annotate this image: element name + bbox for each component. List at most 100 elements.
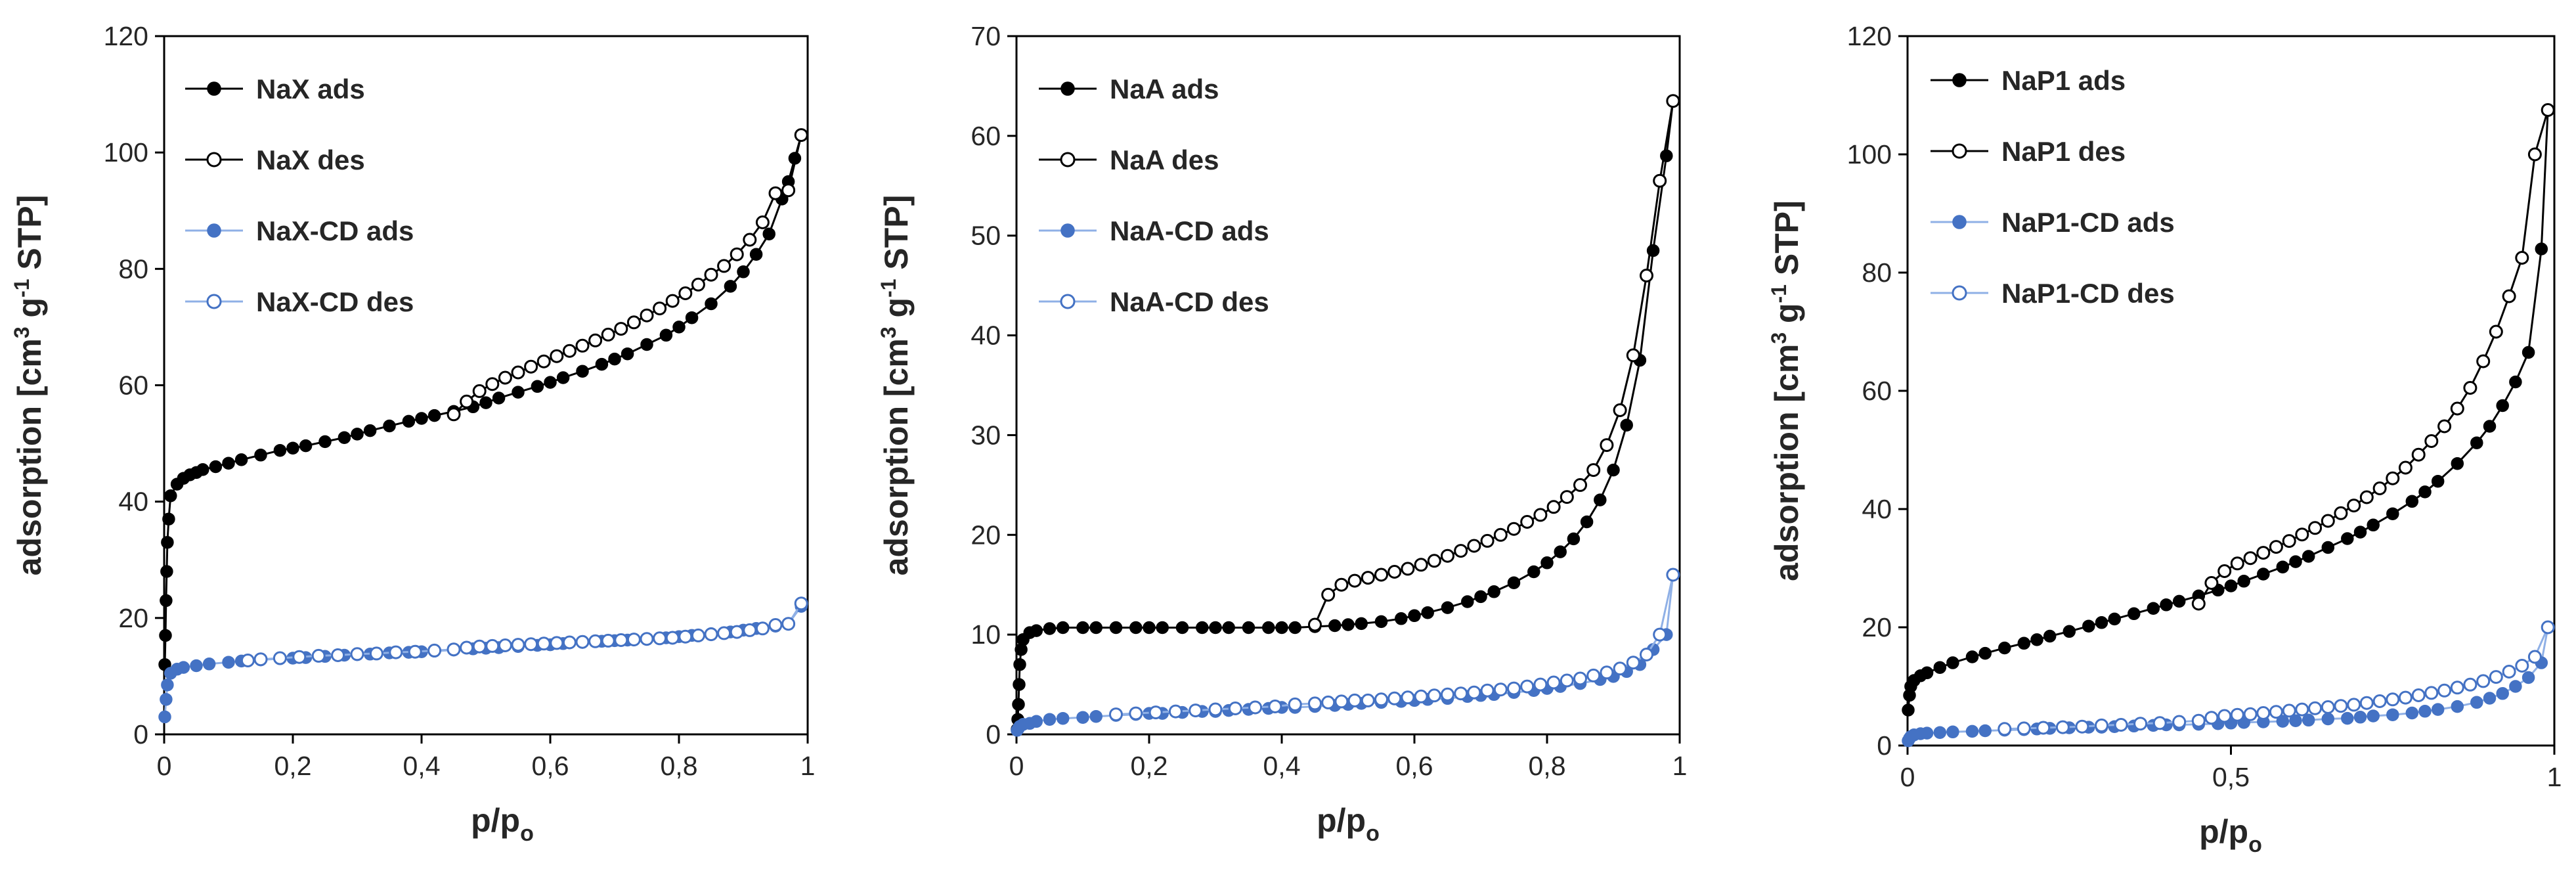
data-point [749, 248, 763, 261]
data-point [2321, 700, 2335, 714]
x-tick-label: 0,2 [1131, 751, 1168, 781]
data-point [402, 414, 416, 428]
data-point [2450, 401, 2464, 416]
chart-panel-1: 0 20 40 60 80 100 120 0 0,2 0,4 0,6 0,8 1 p/po adsorpt… [10, 21, 815, 846]
data-point [2359, 490, 2374, 504]
data-point [1209, 621, 1222, 635]
data-point [2411, 447, 2426, 462]
legend-label: NaA des [1110, 145, 1219, 175]
data-point [2172, 715, 2187, 729]
data-point [2496, 399, 2509, 413]
data-point [1507, 522, 1521, 536]
data-point [2269, 705, 2283, 719]
data-point [2256, 706, 2271, 720]
y-tick-label: 0 [1877, 730, 1892, 761]
data-point [234, 453, 248, 466]
data-point [1493, 527, 1508, 542]
data-point [2483, 692, 2497, 705]
x-tick-label: 0,2 [274, 751, 312, 781]
legend-label: NaA ads [1110, 74, 1219, 104]
data-point [614, 322, 628, 336]
data-point [472, 639, 487, 654]
series-naa-ads [1011, 94, 1680, 736]
y-axis-title: adsorption [cm3 g-1 STP] [1767, 200, 1805, 581]
data-point [1467, 685, 1481, 700]
data-point [512, 386, 525, 399]
data-point [1427, 554, 1441, 568]
legend-entry: NaX-CD des [185, 286, 414, 317]
data-point [2230, 707, 2244, 722]
data-point [158, 710, 171, 724]
y-axis-title: adsorption [cm3 g-1 STP] [10, 195, 48, 576]
data-point [196, 463, 209, 476]
data-point [1156, 621, 1169, 635]
data-point [2476, 674, 2491, 688]
data-point [1607, 463, 1620, 477]
data-point [1334, 577, 1349, 592]
data-point [273, 651, 287, 665]
data-point [556, 371, 570, 384]
data-point [511, 638, 525, 652]
data-point [1480, 533, 1495, 548]
data-point [2036, 721, 2051, 735]
data-point [190, 659, 203, 673]
data-point [460, 640, 474, 655]
y-tick-label: 120 [104, 21, 148, 51]
data-point [2367, 518, 2380, 532]
data-point [550, 349, 564, 363]
data-point [2308, 521, 2323, 535]
legend-label: NaA-CD ads [1110, 215, 1269, 246]
data-point [2237, 575, 2250, 588]
data-point [2470, 696, 2483, 709]
data-point [1208, 702, 1223, 717]
data-point [531, 380, 544, 393]
data-point [536, 636, 551, 651]
data-point [427, 409, 441, 422]
data-point [1043, 713, 1057, 726]
data-point [2347, 499, 2361, 513]
data-point [1567, 532, 1581, 546]
x-axis-title-subscript: o [1366, 821, 1380, 846]
data-point [685, 311, 699, 324]
data-point [762, 227, 775, 240]
data-point [1222, 621, 1235, 635]
data-point [1321, 587, 1336, 602]
data-point [2418, 485, 2432, 499]
data-point [678, 286, 693, 300]
data-point [2152, 716, 2167, 730]
data-point [2160, 598, 2173, 612]
data-point [621, 347, 634, 361]
data-point [724, 280, 737, 293]
data-point [575, 338, 590, 353]
data-point [177, 661, 190, 674]
legend-label: NaP1-CD ads [2001, 207, 2175, 238]
data-point [1640, 648, 1653, 661]
data-point [2405, 706, 2419, 720]
chart-panel-2: 0 10 20 30 40 50 60 70 0 0,2 0,4 0,6 0,8 1 p/po adsorpt… [877, 21, 1687, 846]
data-point [1288, 697, 1302, 711]
data-point [160, 693, 173, 706]
data-point [1533, 677, 1548, 692]
data-point [1480, 683, 1495, 698]
data-point [2431, 703, 2445, 716]
data-point [1189, 703, 1203, 718]
data-point [2191, 713, 2206, 728]
data-point [2017, 636, 2031, 650]
data-point [2295, 527, 2309, 542]
data-point [588, 634, 603, 648]
data-point [2269, 540, 2283, 554]
data-point [222, 457, 235, 470]
data-point [1666, 568, 1680, 582]
data-point [2302, 550, 2315, 563]
data-point [575, 635, 590, 649]
data-point [730, 247, 744, 261]
legend-marker [1060, 223, 1075, 238]
data-point [691, 277, 705, 292]
data-point [2527, 147, 2542, 162]
data-point [2030, 633, 2043, 646]
series-nap1-des [2191, 103, 2555, 611]
data-point [562, 635, 577, 650]
x-axis-title-main: p/p [1317, 802, 1366, 839]
series-line [1907, 110, 2549, 711]
data-point [2386, 708, 2399, 721]
